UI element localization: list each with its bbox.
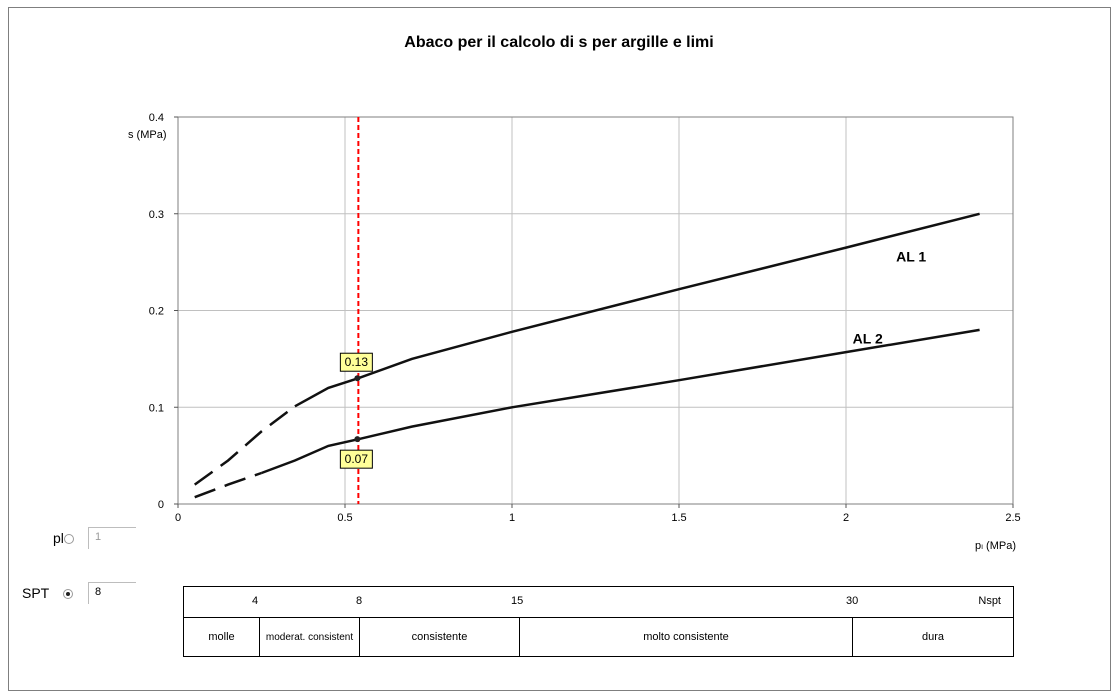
x-tick-label: 2 <box>843 512 849 524</box>
class-molto-consistente: molto consistente <box>519 617 853 657</box>
marker-callout-label: 0.13 <box>345 355 369 369</box>
marker-points: 0.13 0.07 <box>339 352 373 469</box>
x-tick-label: 1.5 <box>671 512 686 524</box>
spt-input[interactable]: 8 <box>88 582 136 604</box>
spt-radio[interactable] <box>63 589 73 599</box>
chart-title: Abaco per il calcolo di s per argille e … <box>404 34 714 51</box>
x-tick-label: 2.5 <box>1005 512 1020 524</box>
nspt-ticks-row: 4 8 15 30 Nspt <box>183 586 1014 618</box>
series-al-2-line <box>261 328 980 475</box>
class-dura: dura <box>852 617 1014 657</box>
axis-ticks: 0 0.5 1 1.5 2 2.5 0 0.1 0.2 0.3 0.4 <box>149 112 1021 524</box>
nspt-tick-15: 15 <box>511 595 524 607</box>
pl-input[interactable]: 1 <box>88 527 136 549</box>
y-tick-label: 0.3 <box>149 209 164 221</box>
nspt-table: 4 8 15 30 Nspt molle moderat. consistent… <box>183 586 1014 657</box>
series-label-al-2: AL 2 <box>853 331 883 347</box>
series-al-1-dashed <box>193 405 296 486</box>
series-label-al-1: AL 1 <box>896 248 926 264</box>
nspt-tick-8: 8 <box>356 595 363 607</box>
x-tick-label: 0.5 <box>337 512 352 524</box>
marker-callout-box <box>339 449 373 469</box>
pl-radio[interactable] <box>64 534 74 544</box>
marker-point <box>354 436 361 443</box>
x-tick-label: 1 <box>509 512 515 524</box>
marker-callout-label: 0.07 <box>345 452 369 466</box>
marker-callout-box <box>339 352 373 372</box>
series-al-2-dashed <box>194 471 262 499</box>
nspt-tick-30: 30 <box>846 595 859 607</box>
class-moderat-consistent: moderat. consistent <box>259 617 360 657</box>
y-tick-label: 0.4 <box>149 112 164 124</box>
y-tick-label: 0.2 <box>149 306 164 318</box>
nspt-label: Nspt <box>978 595 1001 607</box>
marker-point <box>354 375 361 382</box>
chart-frame <box>8 7 1111 691</box>
series-group: AL 1 AL 2 <box>193 212 980 499</box>
x-axis-label: pₗ (MPa) <box>975 540 1016 552</box>
class-consistente: consistente <box>359 617 520 657</box>
nspt-tick-4: 4 <box>252 595 259 607</box>
y-tick-label: 0 <box>158 499 164 511</box>
pl-label: pl <box>53 530 64 546</box>
spt-label: SPT <box>22 585 50 601</box>
y-tick-label: 0.1 <box>149 402 164 414</box>
series-al-1-line <box>294 212 980 408</box>
class-molle: molle <box>183 617 260 657</box>
y-axis-label: s (MPa) <box>128 129 167 141</box>
x-tick-label: 0 <box>175 512 181 524</box>
